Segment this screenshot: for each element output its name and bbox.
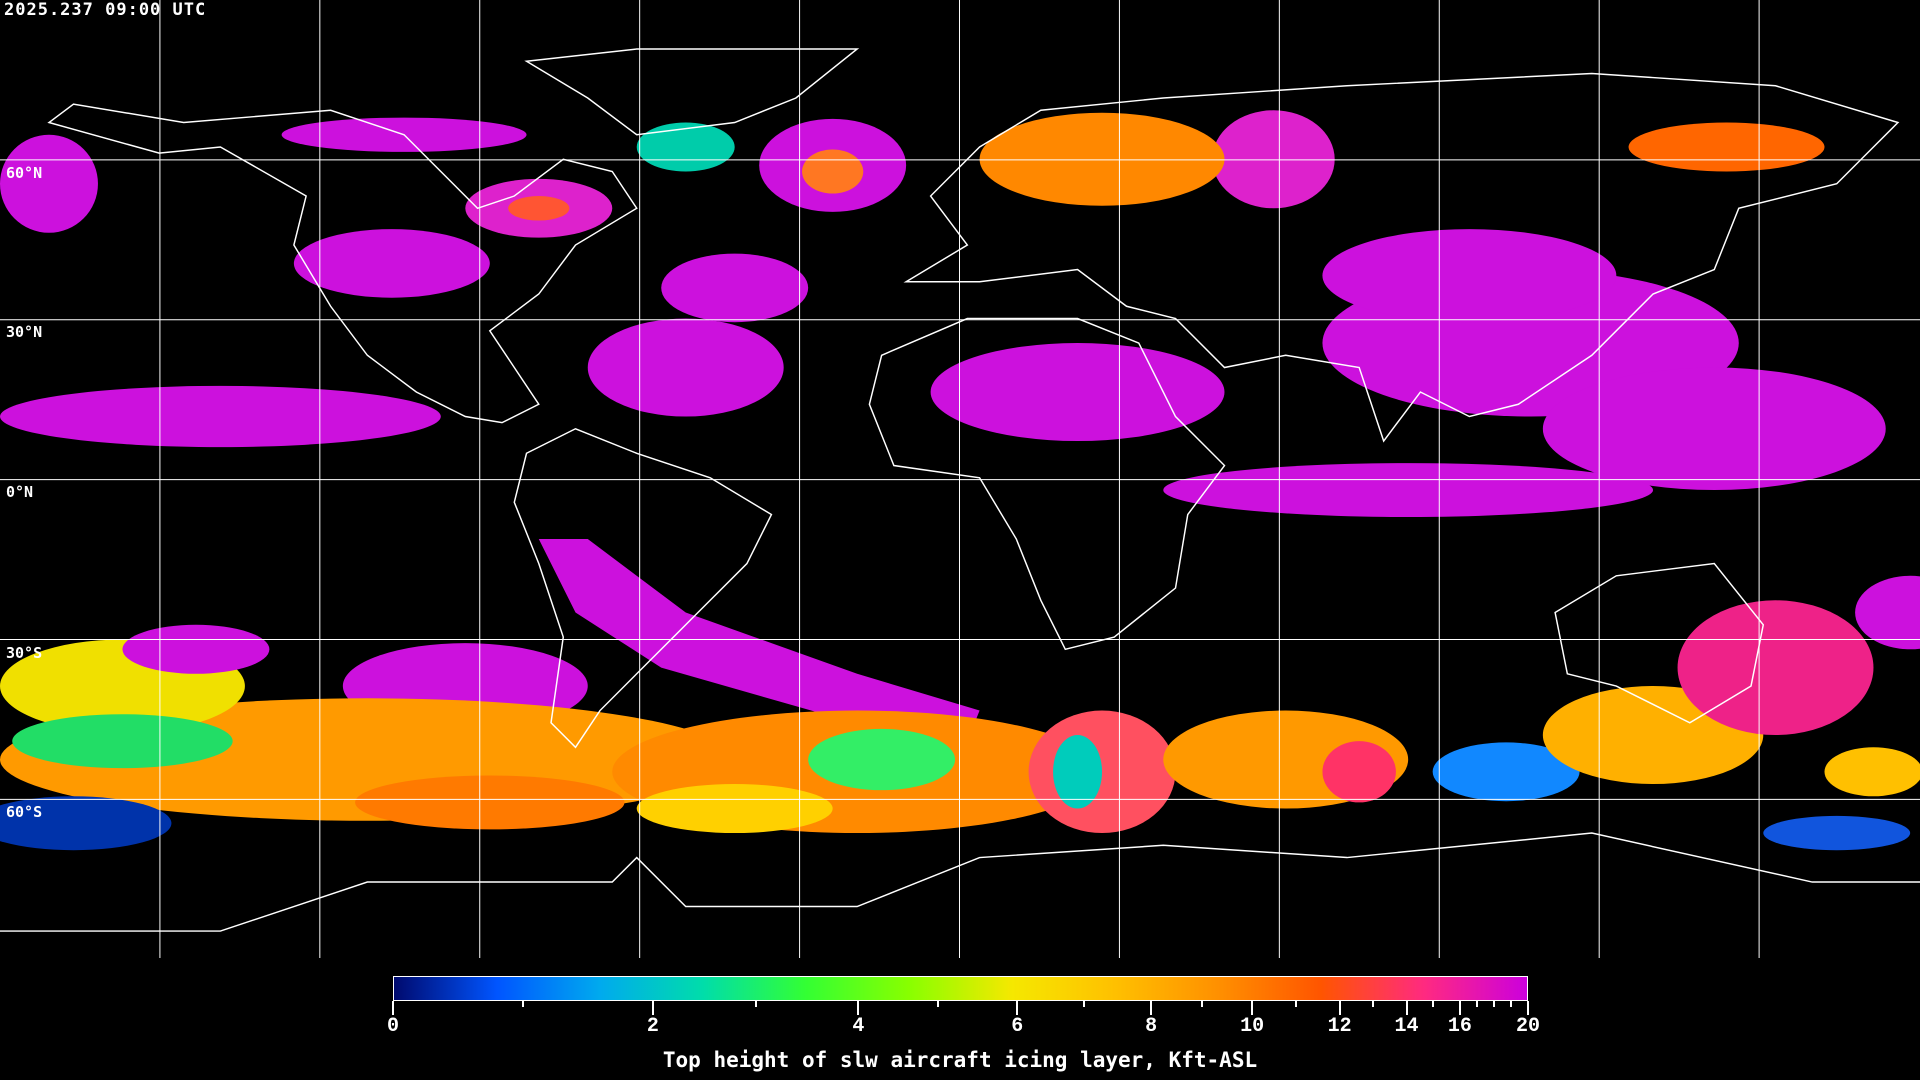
major-tick bbox=[1150, 1001, 1153, 1015]
graticule bbox=[0, 0, 1920, 958]
major-tick bbox=[1016, 1001, 1019, 1015]
africa-outline bbox=[868, 317, 1226, 651]
lat-label-30s: 30°S bbox=[6, 644, 43, 662]
major-tick bbox=[392, 1001, 394, 1015]
tick-label: 4 bbox=[852, 1015, 865, 1038]
icing-field bbox=[0, 110, 1920, 851]
tick-label: 12 bbox=[1327, 1015, 1352, 1038]
tick-label: 6 bbox=[1011, 1015, 1024, 1038]
lat-label-0n: 0°N bbox=[6, 483, 34, 501]
tick-label: 2 bbox=[646, 1015, 659, 1038]
major-tick bbox=[857, 1001, 860, 1015]
north-america-outline bbox=[47, 103, 638, 424]
tick-label: 14 bbox=[1394, 1015, 1419, 1038]
major-tick bbox=[1527, 1001, 1529, 1015]
icing-map bbox=[0, 0, 1920, 958]
major-tick bbox=[1251, 1001, 1254, 1015]
minor-tick bbox=[1492, 1001, 1495, 1007]
minor-tick bbox=[1083, 1001, 1086, 1007]
colorbar bbox=[393, 976, 1528, 1001]
tick-label: 0 bbox=[386, 1015, 400, 1038]
tick-label: 16 bbox=[1447, 1015, 1472, 1038]
eurasia-outline bbox=[903, 72, 1900, 443]
timestamp: 2025.237 09:00 UTC bbox=[4, 0, 207, 20]
tick-label: 20 bbox=[1515, 1015, 1541, 1038]
minor-tick bbox=[1432, 1001, 1435, 1007]
minor-tick bbox=[1509, 1001, 1512, 1007]
minor-tick bbox=[1372, 1001, 1375, 1007]
greenland-outline bbox=[524, 48, 860, 136]
major-tick bbox=[1338, 1001, 1341, 1015]
major-tick bbox=[1405, 1001, 1408, 1015]
minor-tick bbox=[754, 1001, 757, 1007]
lat-label-30n: 30°N bbox=[6, 323, 43, 341]
lat-label-60s: 60°S bbox=[6, 803, 43, 821]
minor-tick bbox=[936, 1001, 939, 1007]
minor-tick bbox=[1294, 1001, 1297, 1007]
colorbar-ticks: 0 2 4 6 8 10 12 14 16 20 bbox=[387, 1001, 1540, 1041]
coastlines bbox=[0, 48, 1920, 932]
colorbar-title: Top height of slw aircraft icing layer, … bbox=[662, 1048, 1258, 1072]
major-tick bbox=[651, 1001, 654, 1015]
tick-label: 10 bbox=[1240, 1015, 1265, 1038]
south-america-outline bbox=[513, 427, 773, 749]
minor-tick bbox=[1475, 1001, 1478, 1007]
major-tick bbox=[1458, 1001, 1461, 1015]
tick-label: 8 bbox=[1145, 1015, 1158, 1038]
antarctica-outline bbox=[0, 832, 1920, 932]
lat-label-60n: 60°N bbox=[6, 164, 43, 182]
minor-tick bbox=[521, 1001, 524, 1007]
australia-outline bbox=[1554, 562, 1765, 724]
minor-tick bbox=[1200, 1001, 1203, 1007]
